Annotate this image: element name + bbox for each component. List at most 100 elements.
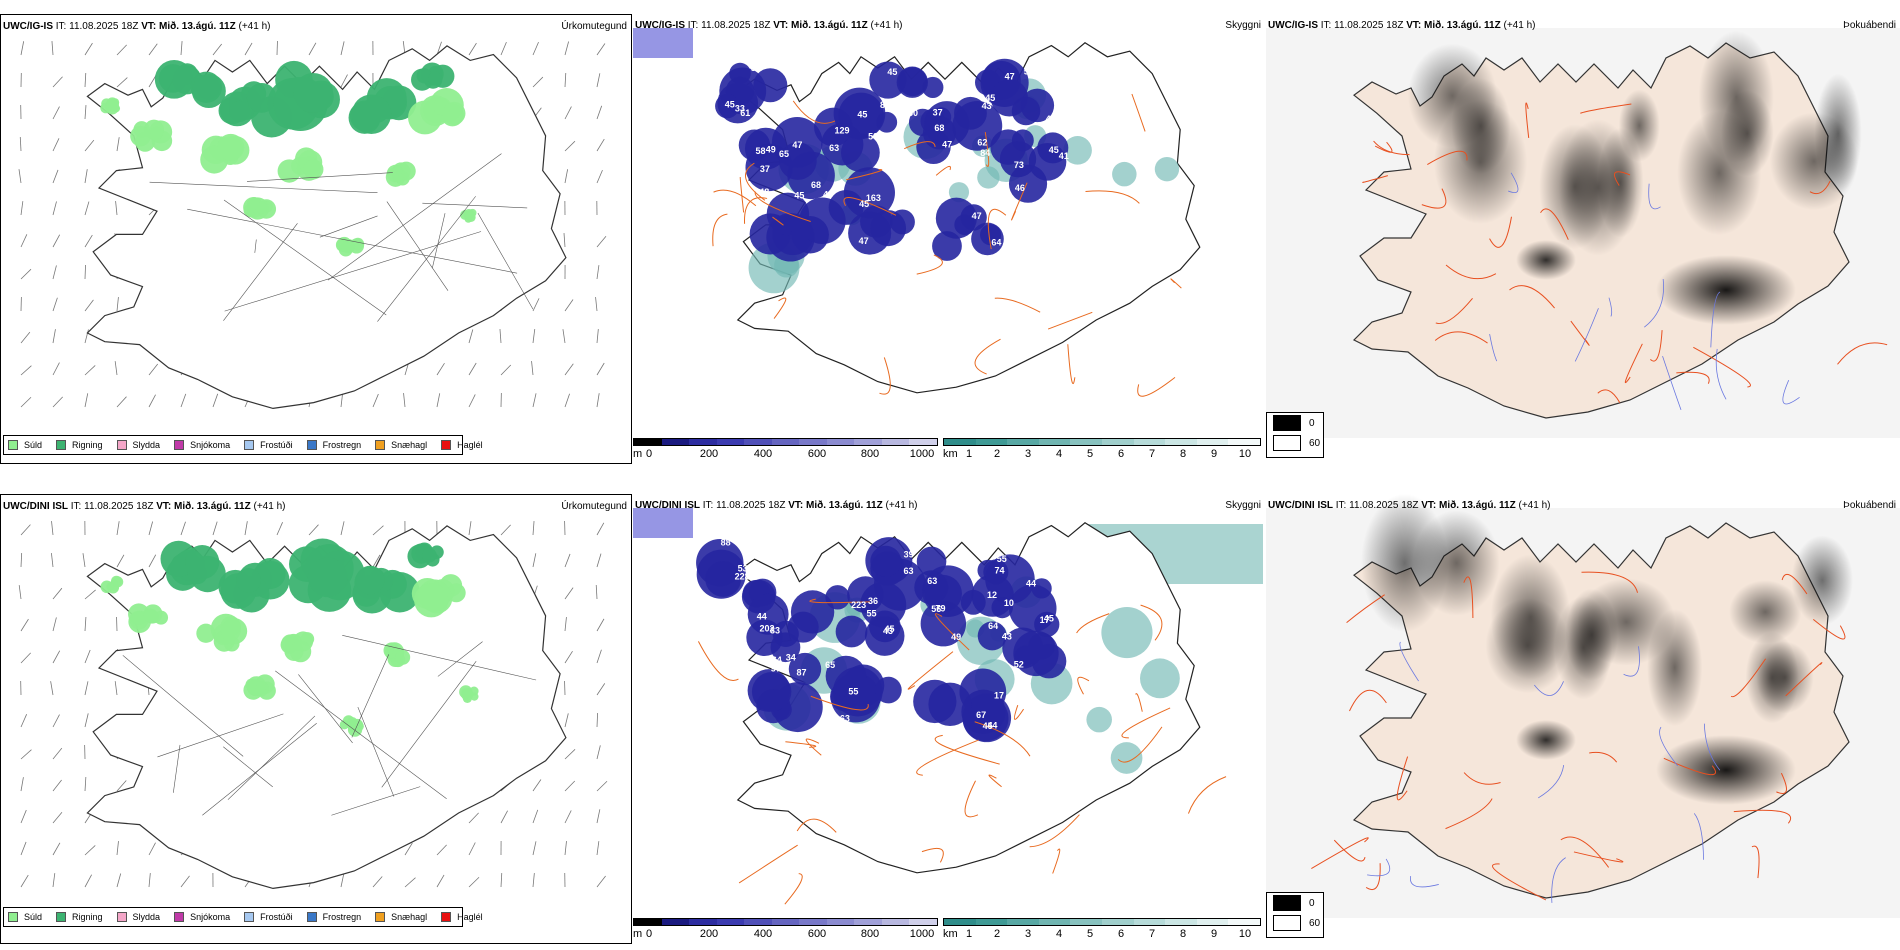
wind-barb	[469, 363, 476, 375]
panel-title: Úrkomutegund	[561, 21, 627, 32]
visibility-ramp	[943, 918, 1261, 926]
cloud-base-label: 67	[710, 86, 720, 96]
wind-barb	[21, 525, 30, 535]
wind-barb	[245, 521, 247, 535]
ramp-step	[799, 439, 827, 445]
cloud-base-label: 228	[735, 571, 750, 581]
wind-barb	[117, 555, 124, 567]
wind-barb	[565, 141, 575, 151]
vt-value: Mið. 13.ágú. 11Z	[174, 501, 251, 512]
visibility-unit: km	[943, 928, 958, 940]
vt-label: VT:	[788, 500, 803, 511]
wind-barb	[53, 617, 56, 631]
it-value: 11.08.2025 18Z	[84, 501, 153, 512]
precip-blob	[352, 95, 391, 134]
ramp-step	[1228, 919, 1260, 925]
cloud-base-label: 74	[995, 565, 1005, 575]
wind-barb	[373, 876, 382, 887]
wind-barb	[597, 745, 600, 759]
cloud-base-label: 55	[997, 554, 1007, 564]
cloud-base-label: 36	[868, 596, 878, 606]
cloud-base-label: 80	[928, 223, 938, 233]
wind-barb	[437, 875, 444, 887]
model-name: UWC/IG-IS	[3, 21, 53, 32]
visibility-tick: 4	[1056, 448, 1062, 460]
wind-barb	[597, 106, 602, 119]
ramp-step	[1039, 919, 1071, 925]
visibility-tick: 3	[1025, 928, 1031, 940]
vt-label: VT:	[156, 501, 171, 512]
cloud-base-label: 33	[735, 103, 745, 113]
wind-barb	[597, 523, 604, 535]
wind-barb	[149, 555, 156, 567]
cloud-base-label: 45	[857, 109, 867, 119]
legend-item: Rigning	[56, 440, 103, 450]
cloud-base-label: 66	[902, 104, 912, 114]
fog-swatch-black	[1273, 895, 1301, 911]
legend-swatch	[307, 912, 317, 922]
it-label: IT:	[1321, 20, 1332, 31]
cloud-base-label: 46	[1015, 183, 1025, 193]
cloud-blob	[1012, 129, 1034, 151]
cloud-base-label: 46	[929, 197, 939, 207]
wind-barb	[597, 650, 601, 663]
wind-barb	[533, 779, 541, 791]
it-label: IT:	[56, 21, 67, 32]
visibility-tick: 9	[1211, 448, 1217, 460]
cloud-base-label: 47	[838, 235, 848, 245]
wind-barb	[149, 521, 153, 535]
wind-barb	[19, 169, 21, 183]
cloudbase-ramp	[633, 918, 938, 926]
fog-legend-label: 0	[1309, 418, 1315, 429]
fog-legend-row: 0	[1267, 893, 1323, 913]
ramp-step	[854, 919, 882, 925]
wind-barb	[533, 810, 538, 823]
cloud-base-label: 68	[883, 712, 893, 722]
wind-barb	[21, 842, 26, 855]
precip-blob	[443, 102, 466, 125]
fog-core	[1656, 735, 1796, 805]
ramp-step	[689, 919, 717, 925]
wind-barb	[437, 393, 440, 407]
ramp-step	[827, 919, 855, 925]
cloud-base-label: 44	[757, 611, 767, 621]
visibility-tick: 6	[1118, 928, 1124, 940]
wind-barb	[21, 619, 28, 631]
cloud-base-label: 45	[794, 190, 804, 200]
panel-title: Þokuábendi	[1843, 20, 1896, 31]
wind-barb	[565, 781, 575, 791]
precip-blob	[106, 97, 118, 109]
cloud-base-label: 56	[931, 604, 941, 614]
wind-barb	[21, 234, 27, 247]
wind-barb	[469, 521, 471, 535]
legend-item: Slydda	[117, 440, 161, 450]
fog-panel-row1: UWC/IG-IS IT: 11.08.2025 18Z VT: Mið. 13…	[1266, 14, 1900, 464]
fog-legend-label: 60	[1309, 918, 1320, 929]
wind-barb	[437, 845, 447, 855]
wind-barb	[404, 393, 405, 407]
cloud-base-label: 64	[991, 237, 1001, 247]
wind-barb	[53, 77, 63, 87]
fog-swatch-white	[1273, 915, 1301, 931]
ramp-step	[1134, 919, 1166, 925]
panel-header: UWC/DINI ISL IT: 11.08.2025 18Z VT: Mið.…	[635, 500, 1263, 514]
wind-barb	[21, 750, 31, 759]
wind-barb	[565, 841, 567, 855]
visibility-tick: 10	[1239, 448, 1251, 460]
ramp-step	[689, 439, 717, 445]
fog-panel-row2: UWC/DINI ISL IT: 11.08.2025 18Z VT: Mið.…	[1266, 494, 1900, 944]
wind-barb	[597, 876, 606, 887]
wind-barb	[533, 42, 539, 55]
wind-barb	[500, 329, 501, 343]
cloud-blob	[825, 585, 849, 609]
fog-swatch-black	[1273, 415, 1301, 431]
legend-label: Frostregn	[323, 440, 362, 450]
cloud-blob	[1029, 143, 1067, 181]
wind-barb	[85, 265, 86, 279]
wind-barb	[53, 235, 60, 247]
visibility-patch	[1140, 658, 1180, 698]
road-line	[713, 214, 728, 246]
cloudbase-tick: 400	[754, 448, 772, 460]
wind-barb	[85, 393, 88, 407]
wind-barb	[597, 841, 599, 855]
